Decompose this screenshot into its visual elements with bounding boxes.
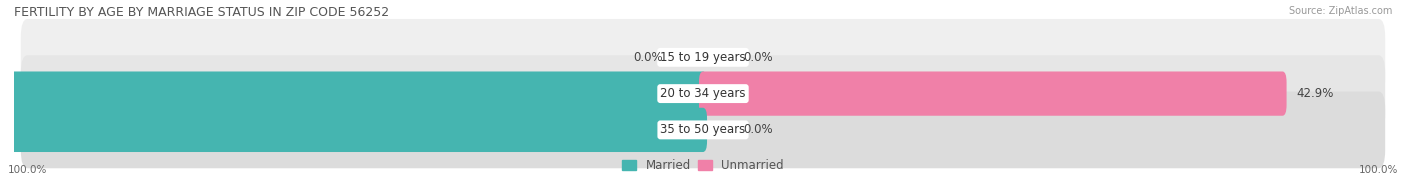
FancyBboxPatch shape (0, 108, 707, 152)
Text: 15 to 19 years: 15 to 19 years (661, 51, 745, 64)
Legend: Married, Unmarried: Married, Unmarried (617, 154, 789, 177)
Text: 42.9%: 42.9% (1296, 87, 1333, 100)
Text: FERTILITY BY AGE BY MARRIAGE STATUS IN ZIP CODE 56252: FERTILITY BY AGE BY MARRIAGE STATUS IN Z… (14, 6, 389, 19)
Text: 35 to 50 years: 35 to 50 years (661, 123, 745, 136)
Text: 0.0%: 0.0% (744, 51, 773, 64)
FancyBboxPatch shape (699, 72, 1286, 116)
Text: 0.0%: 0.0% (633, 51, 662, 64)
Text: Source: ZipAtlas.com: Source: ZipAtlas.com (1288, 6, 1392, 16)
FancyBboxPatch shape (21, 19, 1385, 96)
FancyBboxPatch shape (21, 55, 1385, 132)
FancyBboxPatch shape (0, 72, 707, 116)
Text: 0.0%: 0.0% (744, 123, 773, 136)
Text: 20 to 34 years: 20 to 34 years (661, 87, 745, 100)
FancyBboxPatch shape (21, 92, 1385, 168)
